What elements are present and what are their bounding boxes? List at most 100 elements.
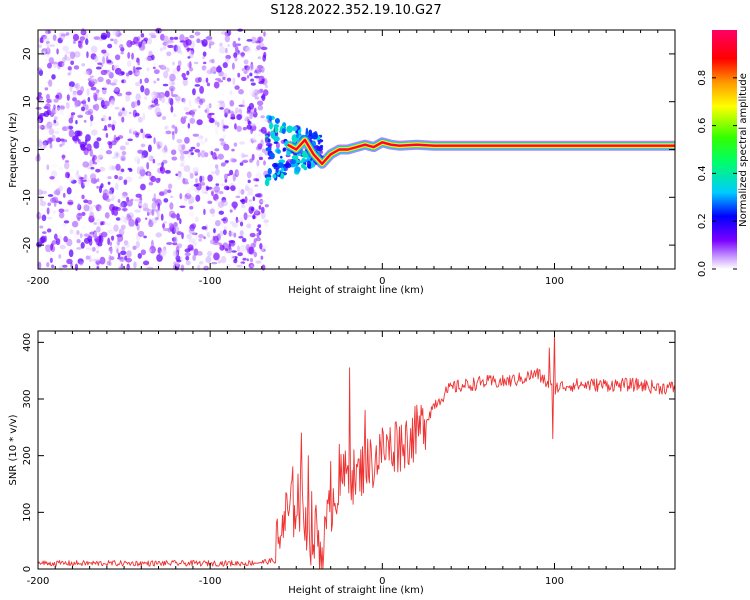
spectrogram-cell xyxy=(219,107,224,110)
spectrogram-cell xyxy=(107,181,111,185)
spectrogram-cell xyxy=(209,67,213,75)
spectrogram-cell xyxy=(149,104,156,108)
spectrogram-cell xyxy=(148,32,156,37)
spectrogram-cell xyxy=(249,257,254,263)
spectrogram-cell xyxy=(142,112,146,121)
spectrogram-cell xyxy=(133,156,141,163)
spectrogram-cell xyxy=(176,213,180,221)
spectrogram-cell xyxy=(194,77,201,84)
spectrogram-cell xyxy=(156,78,160,81)
spectrogram-cell xyxy=(219,230,224,237)
spectrogram-cell xyxy=(261,93,266,102)
spectrogram-cell xyxy=(58,208,65,213)
spectrogram-cell xyxy=(65,50,72,55)
spectrogram-cell xyxy=(106,260,111,266)
spectrogram-cell xyxy=(38,186,46,190)
spectrogram-cell xyxy=(188,228,195,234)
spectrogram-cell xyxy=(147,171,152,176)
spectrogram-cell xyxy=(249,232,256,238)
spectrogram-cell xyxy=(162,116,167,121)
spectrogram-cell xyxy=(92,154,95,162)
spectrogram-cell xyxy=(211,58,215,64)
spectrogram-cell xyxy=(174,145,181,150)
spectrogram-cell xyxy=(247,179,251,184)
spectrogram-cell xyxy=(243,59,249,65)
spectrogram-cell xyxy=(105,198,111,203)
spectrogram-cell xyxy=(85,247,92,250)
spectrogram-cell xyxy=(187,152,192,158)
spectrogram-cell xyxy=(272,163,278,168)
spectrogram-cell xyxy=(39,112,46,117)
spectrogram-cell xyxy=(114,182,119,191)
spectrogram-cell xyxy=(239,221,244,227)
spectrogram-cell xyxy=(211,190,214,197)
spectrogram-cell xyxy=(244,116,250,120)
spectrogram-cell xyxy=(143,37,148,42)
spectrogram-cell xyxy=(185,255,190,261)
spectrogram-cell xyxy=(120,168,125,173)
spectrogram-cell xyxy=(282,122,287,128)
spectrogram-cell xyxy=(41,214,47,222)
spectrogram-cell xyxy=(83,199,89,204)
spectrogram-cell xyxy=(96,226,101,233)
spectrogram-cell xyxy=(186,70,190,76)
spectrogram-cell xyxy=(137,252,142,259)
spectrogram-cell xyxy=(210,188,214,192)
spectrogram-cell xyxy=(90,86,97,91)
spectrogram-cell xyxy=(151,209,155,216)
spectrogram-cell xyxy=(100,32,108,40)
spectrogram-cell xyxy=(114,58,117,66)
spectrogram-cell xyxy=(244,65,248,69)
spectrogram-cell xyxy=(97,76,104,83)
spectrogram-cell xyxy=(56,48,59,55)
spectrogram-cell xyxy=(263,219,269,224)
spectrogram-cell xyxy=(215,168,220,176)
spectrogram-cell xyxy=(123,216,128,224)
spectrogram-cell xyxy=(188,238,196,243)
spectrogram-cell xyxy=(42,141,47,149)
spectrogram-cell xyxy=(86,88,90,96)
spectrogram-cell xyxy=(86,51,89,59)
spectrogram-cell xyxy=(224,248,229,252)
spectrogram-cell xyxy=(253,132,257,139)
spectrogram-cell xyxy=(238,184,244,189)
spectrogram-cell xyxy=(174,126,178,135)
spectrogram-cell xyxy=(76,230,80,235)
spectrogram-cell xyxy=(169,202,174,210)
spectrogram-cell xyxy=(179,149,185,155)
spectrogram-cell xyxy=(281,128,286,134)
spectrogram-cell xyxy=(40,47,47,55)
spectrogram-cell xyxy=(205,104,211,108)
spectrogram-cell xyxy=(39,212,42,217)
spectrogram-cell xyxy=(112,206,119,211)
spectrogram-cell xyxy=(73,51,81,58)
spectrogram-cell xyxy=(187,244,194,251)
colorbar-tick-label: 0.6 xyxy=(697,118,708,134)
spectrogram-cell xyxy=(267,156,272,160)
spectrogram-cell xyxy=(139,78,143,84)
spectrogram-cell xyxy=(62,192,66,198)
spectrogram-cell xyxy=(80,85,85,93)
spectrogram-cell xyxy=(181,144,186,151)
spectrogram-cell xyxy=(109,103,112,107)
spectrogram-cell xyxy=(246,201,249,207)
spectrogram-cell xyxy=(147,135,153,139)
spectrogram-cell xyxy=(219,42,223,47)
spectrogram-cell xyxy=(163,188,168,195)
spectrogram-cell xyxy=(190,152,195,156)
spectrogram-cell xyxy=(239,244,247,253)
spectrogram-cell xyxy=(45,29,49,37)
spectrogram-cell xyxy=(80,242,85,249)
spectrogram-cell xyxy=(121,151,127,156)
spectrogram-cell xyxy=(179,218,182,225)
spectrogram-cell xyxy=(241,115,248,123)
spectrogram-cell xyxy=(142,260,150,266)
spectrogram-cell xyxy=(140,85,145,93)
spectrogram-cell xyxy=(46,44,50,53)
spectrogram-cell xyxy=(224,173,228,181)
spectrogram-cell xyxy=(119,202,125,208)
spectrogram-cell xyxy=(265,176,272,182)
spectrogram-cell xyxy=(36,118,41,123)
spectrogram-cell xyxy=(46,261,50,268)
spectrogram-cell xyxy=(65,32,70,36)
